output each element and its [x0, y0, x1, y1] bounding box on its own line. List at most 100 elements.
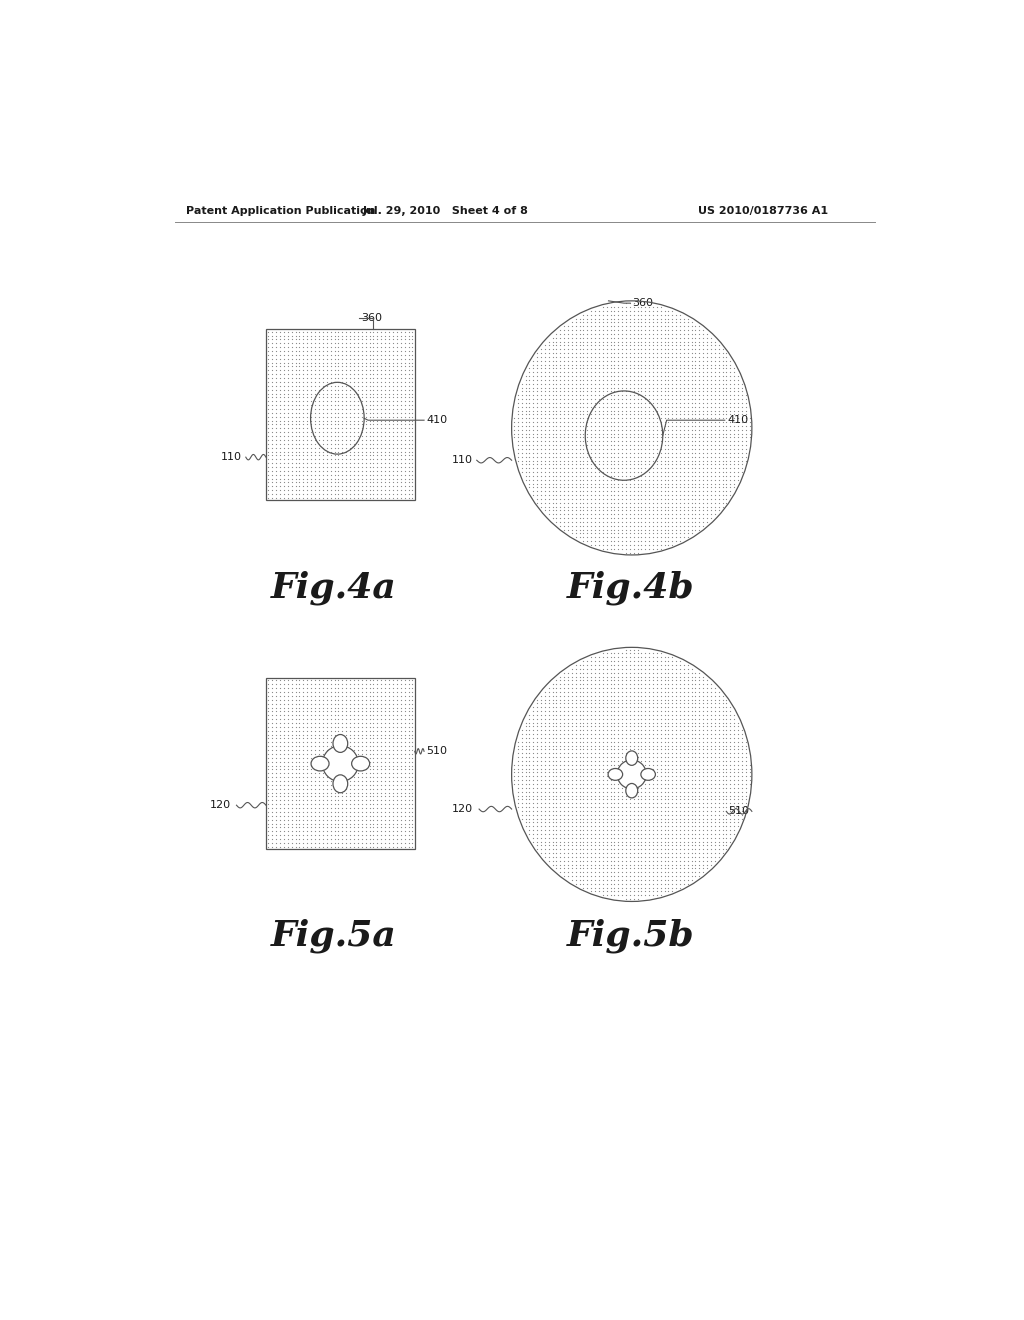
Point	[370, 685, 386, 706]
Point	[370, 414, 386, 436]
Point	[381, 425, 397, 446]
Point	[330, 717, 346, 738]
Point	[525, 792, 542, 813]
Point	[314, 445, 331, 466]
Point	[260, 371, 276, 392]
Point	[665, 750, 681, 771]
Point	[373, 793, 389, 814]
Point	[373, 437, 389, 458]
Point	[602, 747, 618, 768]
Point	[314, 348, 331, 370]
Point	[563, 812, 580, 833]
Point	[389, 399, 406, 420]
Point	[541, 685, 557, 706]
Point	[695, 323, 712, 345]
Point	[645, 477, 662, 498]
Point	[545, 404, 561, 425]
Point	[656, 854, 673, 875]
Point	[400, 721, 417, 742]
Point	[737, 754, 754, 775]
Point	[707, 828, 723, 849]
Point	[718, 354, 734, 375]
Point	[630, 335, 646, 356]
Point	[606, 327, 623, 348]
Point	[295, 371, 311, 392]
Point	[330, 673, 346, 694]
Point	[361, 837, 378, 858]
Point	[288, 785, 304, 807]
Point	[323, 356, 339, 378]
Point	[400, 414, 417, 436]
Point	[598, 762, 614, 783]
Point	[389, 403, 406, 424]
Point	[404, 797, 421, 818]
Point	[327, 329, 343, 350]
Point	[580, 331, 596, 352]
Point	[346, 837, 362, 858]
Point	[598, 396, 614, 417]
Point	[637, 701, 653, 722]
Point	[637, 777, 653, 799]
Point	[560, 781, 577, 803]
Point	[404, 371, 421, 392]
Point	[545, 450, 561, 471]
Point	[268, 829, 285, 850]
Point	[295, 673, 311, 694]
Point	[668, 785, 684, 807]
Point	[687, 834, 703, 855]
Point	[280, 775, 296, 796]
Point	[349, 441, 366, 462]
Point	[702, 462, 719, 483]
Point	[641, 404, 657, 425]
Point	[323, 725, 339, 746]
Point	[591, 466, 607, 487]
Point	[630, 739, 646, 760]
Point	[702, 854, 719, 875]
Point	[303, 483, 319, 504]
Point	[271, 837, 288, 858]
Point	[389, 461, 406, 482]
Point	[545, 446, 561, 467]
Point	[517, 800, 534, 821]
Point	[349, 829, 366, 850]
Point	[580, 354, 596, 375]
Point	[702, 824, 719, 845]
Text: 510: 510	[426, 746, 447, 756]
Point	[722, 727, 738, 748]
Point	[284, 345, 300, 366]
Point	[366, 751, 382, 772]
Point	[389, 833, 406, 854]
Point	[404, 801, 421, 822]
Point	[598, 350, 614, 371]
Point	[353, 437, 370, 458]
Point	[548, 500, 564, 521]
Point	[652, 515, 669, 536]
Point	[610, 308, 627, 329]
Point	[730, 800, 746, 821]
Point	[392, 771, 409, 792]
Point	[726, 396, 742, 417]
Point	[733, 420, 750, 441]
Point	[630, 442, 646, 463]
Point	[715, 381, 731, 403]
Point	[637, 430, 653, 451]
Point	[260, 705, 276, 726]
Point	[722, 424, 738, 445]
Point	[630, 354, 646, 375]
Point	[381, 817, 397, 838]
Point	[676, 342, 692, 363]
Point	[630, 484, 646, 506]
Point	[680, 400, 696, 421]
Point	[652, 874, 669, 895]
Point	[648, 808, 665, 829]
Point	[521, 762, 538, 783]
Point	[327, 337, 343, 358]
Point	[556, 388, 572, 409]
Point	[291, 403, 307, 424]
Point	[342, 469, 358, 490]
Point	[517, 739, 534, 760]
Point	[591, 366, 607, 387]
Point	[295, 465, 311, 486]
Point	[665, 651, 681, 672]
Point	[264, 829, 281, 850]
